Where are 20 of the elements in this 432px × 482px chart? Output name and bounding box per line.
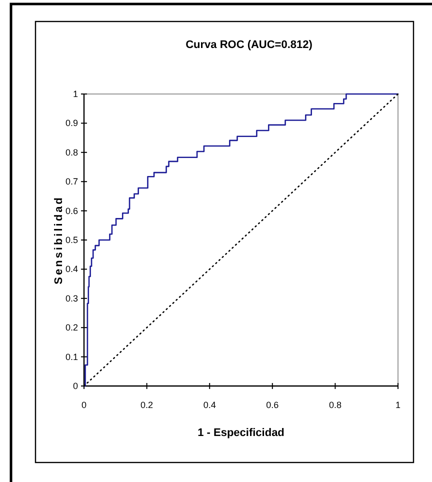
chart-title: Curva ROC (AUC=0.812) (186, 39, 313, 51)
y-tick-label: 0.5 (65, 235, 78, 245)
x-tick-label: 0.6 (266, 400, 279, 410)
y-tick-label: 0.4 (65, 264, 78, 274)
x-tick-label: 0.4 (203, 400, 216, 410)
y-tick-label: 0.6 (65, 206, 78, 216)
y-tick-label: 0.7 (65, 176, 78, 187)
y-tick-label: 0.8 (65, 147, 78, 158)
y-axis-title: Sensibilidad (53, 196, 65, 284)
y-tick-label: 0.2 (65, 322, 78, 333)
y-tick-label: 0.1 (65, 352, 78, 362)
y-tick-label: 1 (72, 89, 78, 99)
y-tick-label: 0.9 (65, 118, 78, 128)
y-tick-label: 0.3 (65, 293, 78, 304)
x-tick-label: 0.2 (140, 400, 154, 410)
x-tick-label: 1 (395, 400, 401, 410)
x-axis-title: 1 - Especificidad (198, 427, 284, 439)
x-tick-label: 0 (81, 400, 87, 410)
x-tick-label: 0.8 (328, 400, 342, 410)
y-tick-label: 0 (72, 381, 78, 391)
